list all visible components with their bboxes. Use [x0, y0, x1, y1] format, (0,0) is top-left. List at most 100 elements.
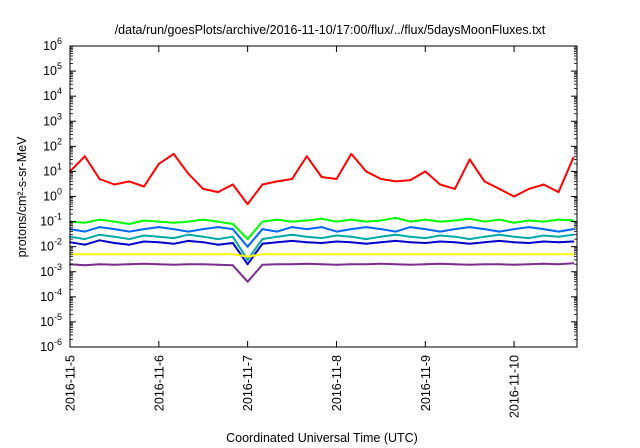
series-3-point — [157, 226, 160, 229]
series-3-point — [305, 228, 308, 231]
y-tick-label: 10-4 — [40, 287, 62, 304]
series-5-point — [468, 242, 471, 245]
series-5-point — [187, 239, 190, 242]
y-tick-label: 10-2 — [40, 237, 62, 254]
series-3-point — [483, 228, 486, 231]
series-4-point — [276, 235, 279, 238]
series-4-point — [468, 238, 471, 241]
series-5-point — [365, 242, 368, 245]
series-3-point — [187, 230, 190, 233]
series-3-point — [246, 245, 249, 248]
series-3-point — [172, 228, 175, 231]
y-tick-label: 102 — [43, 136, 62, 153]
series-7-point — [513, 263, 516, 266]
series-4-point — [113, 235, 116, 238]
series-2-point — [128, 223, 131, 225]
series-3-point — [261, 228, 264, 231]
series-4-point — [350, 235, 353, 238]
series-3-point — [202, 228, 205, 231]
series-4-point — [202, 235, 205, 238]
series-7-point — [187, 263, 190, 266]
series-3-point — [468, 226, 471, 229]
series-3-point — [379, 228, 382, 231]
series-7-point — [276, 263, 279, 266]
series-4-point — [483, 235, 486, 238]
series-7-point — [320, 263, 323, 266]
series-5-point — [83, 243, 86, 246]
series-7-point — [128, 263, 131, 266]
series-6-point — [276, 253, 279, 256]
series-2-point — [394, 216, 397, 219]
series-3-point — [320, 226, 323, 229]
series-2-point — [187, 220, 190, 223]
series-2-point — [483, 220, 486, 223]
series-1-point — [335, 178, 338, 180]
series-4-point — [217, 238, 219, 241]
series-5-point — [453, 241, 456, 244]
series-2-point — [572, 219, 575, 222]
series-7-point — [483, 263, 486, 266]
series-7-point — [350, 263, 353, 266]
series-3-point — [113, 228, 116, 231]
series-5-point — [439, 240, 442, 243]
series-3-point — [128, 230, 131, 233]
series-7-point — [453, 263, 456, 266]
series-2-point — [305, 219, 308, 222]
series-2-point — [557, 218, 560, 221]
series-7-point — [217, 263, 219, 266]
series-3-point — [439, 230, 442, 233]
series-5-point — [483, 241, 486, 244]
series-1-point — [261, 183, 264, 186]
series-1-point — [394, 180, 397, 183]
series-5-point — [320, 242, 323, 244]
series-7-point — [143, 262, 145, 265]
series-2-point — [261, 220, 264, 223]
series-3-point — [231, 228, 234, 231]
series-2-point — [542, 220, 545, 223]
series-1-point — [83, 155, 86, 158]
x-tick-label-group: 2016-11-6 — [152, 355, 166, 411]
series-6-point — [187, 253, 190, 256]
series-3-point — [98, 226, 101, 229]
series-2-point — [350, 218, 353, 221]
series-5-point — [231, 242, 234, 244]
series-3-point — [513, 228, 516, 231]
series-6-point — [379, 253, 382, 256]
series-2-point — [157, 220, 160, 223]
series-2-point — [527, 219, 530, 222]
series-6-point — [128, 253, 131, 256]
series-3-point — [527, 226, 530, 229]
series-6-point — [143, 253, 145, 256]
series-4-point — [172, 237, 175, 240]
series-5-point — [335, 240, 338, 243]
series-2-point — [83, 221, 86, 224]
x-tick-label: 2016-11-8 — [330, 355, 344, 411]
series-1-point — [143, 185, 145, 188]
series-2-point — [468, 217, 471, 220]
series-6-point — [335, 253, 338, 256]
series-4-point — [424, 237, 427, 240]
series-7-point — [246, 280, 249, 283]
series-4-point — [98, 233, 101, 236]
series-1-point — [453, 187, 456, 190]
series-7-point — [542, 262, 545, 265]
series-4-point — [394, 233, 397, 236]
series-5-point — [98, 239, 101, 242]
series-2-point — [202, 218, 205, 221]
series-5-point — [350, 241, 353, 244]
series-2-point — [113, 220, 116, 223]
series-7-point — [98, 263, 101, 266]
series-1-point — [483, 180, 486, 183]
series-2-point — [217, 220, 219, 223]
series-6-point — [98, 253, 101, 256]
series-2-point — [453, 219, 456, 222]
series-3-point — [409, 226, 412, 229]
series-3-point — [350, 228, 353, 231]
series-7-point — [261, 263, 264, 266]
series-line-7 — [69, 262, 574, 283]
series-4-point — [157, 235, 160, 238]
series-3-point — [424, 228, 427, 231]
series-1-point — [439, 183, 442, 186]
series-7-point — [365, 263, 368, 266]
x-tick-label-group: 2016-11-7 — [241, 355, 255, 411]
